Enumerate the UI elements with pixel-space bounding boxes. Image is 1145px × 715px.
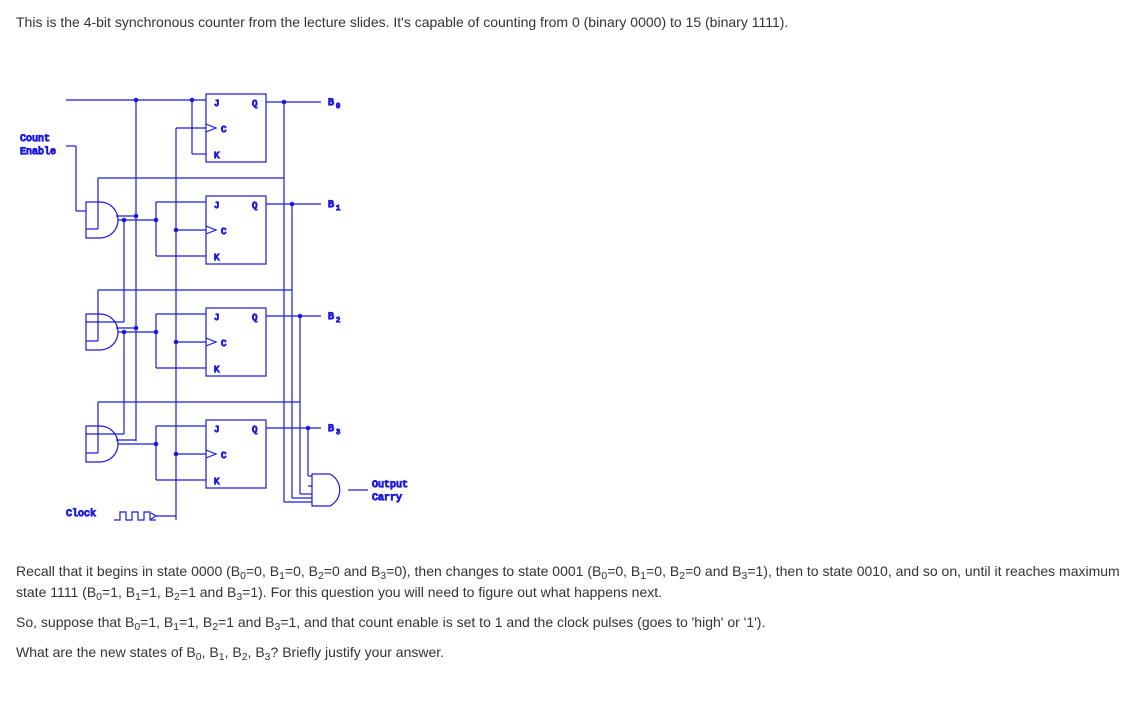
flipflop-0: J Q C K	[206, 94, 266, 162]
flipflop-1: J Q C K	[206, 196, 266, 264]
and-gate-1	[86, 202, 118, 238]
output-label: Output	[372, 480, 408, 491]
counter-diagram: Count Enable Clock J Q C K	[16, 46, 1129, 539]
svg-text:0: 0	[336, 103, 340, 111]
svg-text:Q: Q	[252, 425, 257, 435]
svg-text:1: 1	[336, 205, 340, 213]
para-recall: Recall that it begins in state 0000 (B0=…	[16, 561, 1129, 602]
svg-text:Q: Q	[252, 99, 257, 109]
svg-text:J: J	[214, 201, 219, 211]
svg-text:C: C	[221, 125, 227, 135]
svg-text:J: J	[214, 425, 219, 435]
svg-text:K: K	[214, 365, 220, 375]
flipflop-2: J Q C K	[206, 308, 266, 376]
svg-text:2: 2	[336, 317, 340, 325]
enable-label: Enable	[20, 146, 56, 158]
flipflop-3: J Q C K	[206, 420, 266, 488]
count-label: Count	[20, 134, 50, 145]
svg-text:Q: Q	[252, 201, 257, 211]
svg-text:K: K	[214, 253, 220, 263]
carry-label: Carry	[372, 493, 402, 504]
and-gate-3	[86, 426, 118, 462]
svg-text:K: K	[214, 151, 220, 161]
and-gate-2	[86, 314, 118, 350]
svg-text:J: J	[214, 313, 219, 323]
para-suppose: So, suppose that B0=1, B1=1, B2=1 and B3…	[16, 612, 1129, 632]
svg-text:C: C	[221, 227, 227, 237]
svg-text:K: K	[214, 477, 220, 487]
bit-b2-label: B	[328, 312, 334, 323]
svg-text:3: 3	[336, 429, 340, 437]
bit-b3-label: B	[328, 424, 334, 435]
bit-b1-label: B	[328, 200, 334, 211]
svg-text:J: J	[214, 99, 219, 109]
svg-text:C: C	[221, 451, 227, 461]
clock-label: Clock	[66, 508, 96, 520]
output-carry-gate	[312, 474, 340, 506]
para-question: What are the new states of B0, B1, B2, B…	[16, 642, 1129, 662]
bit-b0-label: B	[328, 98, 334, 109]
svg-text:Q: Q	[252, 313, 257, 323]
intro-text: This is the 4-bit synchronous counter fr…	[16, 12, 1129, 32]
svg-text:C: C	[221, 339, 227, 349]
